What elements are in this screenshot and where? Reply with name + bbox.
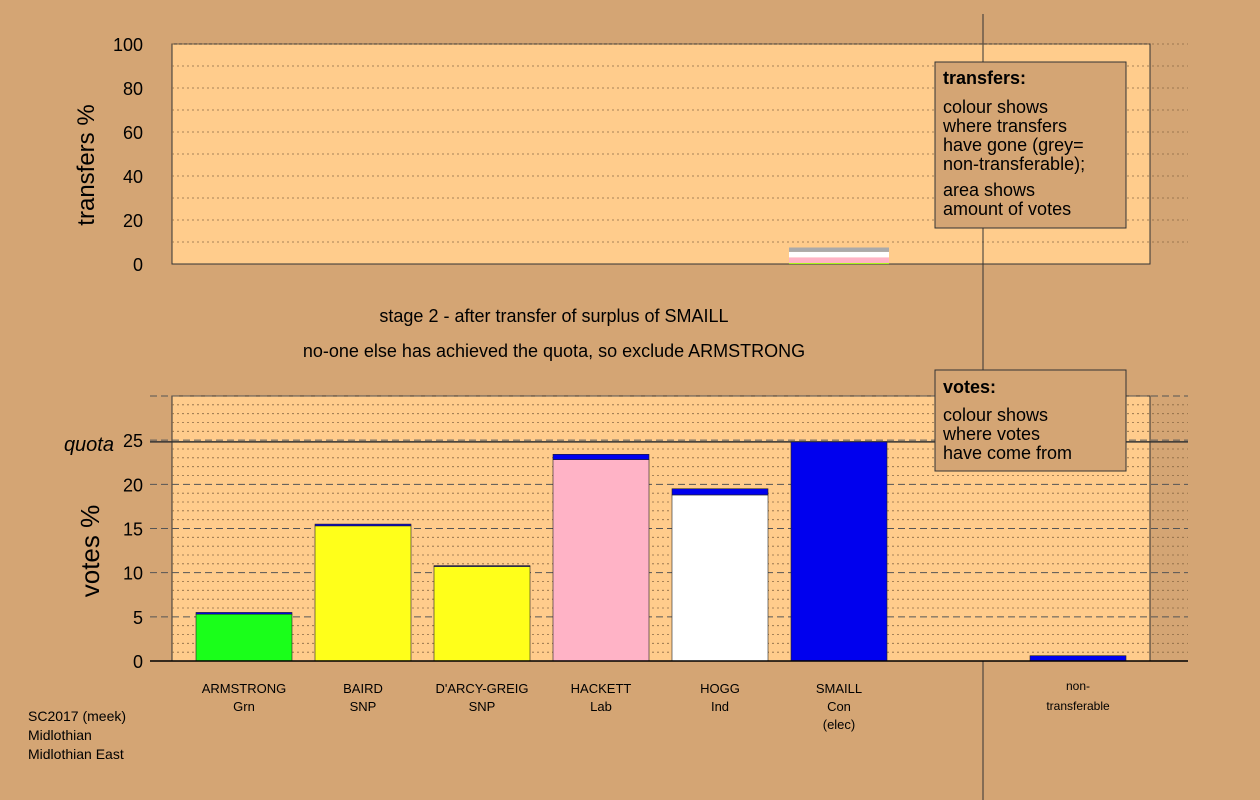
candidate-name-label: HOGG [700, 681, 740, 696]
footer-ward: Midlothian East [28, 746, 124, 762]
votes-bars [195, 441, 1127, 662]
votes-tick-label: 10 [123, 564, 143, 584]
candidate-name-label: ARMSTRONG [202, 681, 287, 696]
transfer-segment [789, 247, 889, 252]
transfer-segment [789, 262, 889, 264]
candidate-status-label: (elec) [823, 717, 856, 732]
transfers-legend-line: have gone (grey= [943, 135, 1084, 155]
transfers-tick-label: 60 [123, 123, 143, 143]
candidate-bar-segment [195, 612, 293, 615]
transfers-legend-title: transfers: [943, 68, 1026, 88]
transfers-tick-label: 20 [123, 211, 143, 231]
transfers-legend-line: non-transferable); [943, 154, 1085, 174]
votes-tick-label: 5 [133, 608, 143, 628]
votes-legend-line: where votes [942, 424, 1040, 444]
footer-council: Midlothian [28, 727, 92, 743]
votes-y-label: votes % [75, 505, 105, 598]
candidate-bar-segment [314, 525, 412, 662]
candidate-name-label: SMAILL [816, 681, 862, 696]
votes-tick-label: 0 [133, 652, 143, 672]
votes-x-labels: ARMSTRONG Grn BAIRD SNP D'ARCY-GREIG SNP HACKE… [202, 679, 1110, 732]
candidate-bar-segment [433, 565, 531, 567]
transfers-bars [789, 247, 889, 265]
non-transferable-label: non- [1066, 679, 1090, 693]
footer-info: SC2017 (meek) Midlothian Midlothian East [28, 707, 126, 764]
transfers-legend-line: where transfers [942, 116, 1067, 136]
candidate-party-label: Lab [590, 699, 612, 714]
candidate-bar-segment [552, 453, 650, 460]
candidate-party-label: Con [827, 699, 851, 714]
votes-tick-label: 15 [123, 520, 143, 540]
candidate-bar-segment [552, 459, 650, 662]
candidate-party-label: SNP [350, 699, 377, 714]
transfers-legend-box: transfers: colour shows where transfers … [934, 61, 1127, 229]
transfer-segment [789, 251, 889, 258]
votes-tick-label: 20 [123, 475, 143, 495]
footer-election: SC2017 (meek) [28, 708, 127, 724]
transfers-tick-label: 40 [123, 167, 143, 187]
transfers-legend-line: amount of votes [943, 199, 1071, 219]
quota-label: quota [64, 434, 114, 456]
transfers-y-ticks: 0 20 40 60 80 100 [113, 35, 143, 275]
votes-y-ticks: 0 5 10 15 20 25 [123, 431, 143, 672]
candidate-name-label: BAIRD [343, 681, 383, 696]
candidate-bar-segment [195, 613, 293, 662]
non-transferable-bar-segment [1029, 655, 1127, 662]
non-transferable-label: transferable [1046, 699, 1110, 713]
transfers-tick-label: 100 [113, 35, 143, 55]
candidate-bar-segment [671, 494, 769, 662]
transfers-legend-line: colour shows [943, 97, 1048, 117]
votes-tick-label: 25 [123, 431, 143, 451]
candidate-bar-segment [314, 523, 412, 527]
candidate-bar-segment [433, 566, 531, 662]
candidate-party-label: Grn [233, 699, 255, 714]
candidate-bar-segment [671, 488, 769, 496]
candidate-party-label: Ind [711, 699, 729, 714]
candidate-name-label: HACKETT [571, 681, 632, 696]
votes-legend-title: votes: [943, 377, 996, 397]
candidate-party-label: SNP [469, 699, 496, 714]
transfers-legend-line: area shows [943, 180, 1035, 200]
candidate-bar-segment [790, 441, 888, 662]
transfer-segment [789, 263, 889, 265]
votes-legend-line: have come from [943, 443, 1072, 463]
stage-heading: stage 2 - after transfer of surplus of S… [379, 306, 728, 326]
votes-legend-line: colour shows [943, 405, 1048, 425]
transfers-tick-label: 80 [123, 79, 143, 99]
transfers-tick-label: 0 [133, 255, 143, 275]
stage-decision: no-one else has achieved the quota, so e… [303, 341, 805, 361]
candidate-name-label: D'ARCY-GREIG [435, 681, 528, 696]
transfers-y-label: transfers % [73, 104, 100, 225]
transfer-segment [789, 257, 889, 263]
votes-legend-box: votes: colour shows where votes have com… [934, 369, 1127, 472]
